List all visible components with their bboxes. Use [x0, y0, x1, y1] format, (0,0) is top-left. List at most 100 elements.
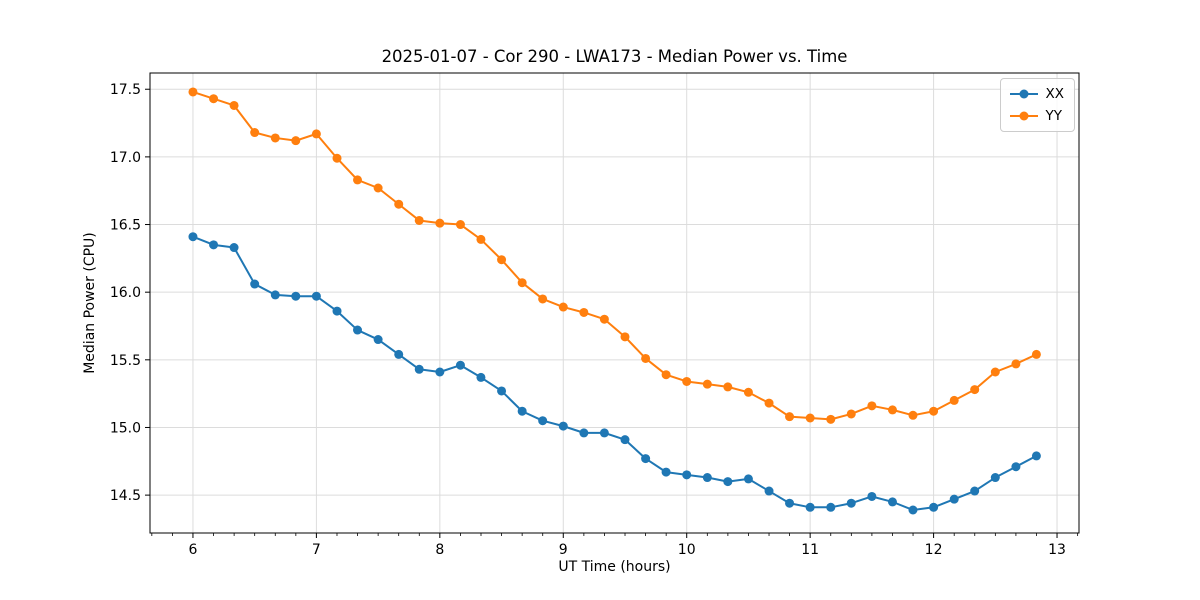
x-tick-label: 12: [925, 542, 943, 558]
data-point-xx: [599, 428, 609, 438]
data-point-yy: [1031, 349, 1041, 359]
legend-label-xx: XX: [1045, 86, 1065, 102]
x-tick-label: 13: [1048, 542, 1066, 558]
y-tick-label: 15.5: [110, 353, 141, 369]
data-point-yy: [517, 278, 527, 288]
x-tick-label: 10: [678, 542, 696, 558]
y-tick-label: 17.5: [110, 82, 141, 98]
data-point-yy: [1011, 359, 1021, 369]
data-point-xx: [661, 467, 671, 477]
data-point-xx: [558, 421, 568, 431]
x-tick-label: 7: [312, 542, 321, 558]
legend: XX YY: [999, 78, 1075, 132]
data-point-yy: [209, 94, 219, 104]
legend-label-yy: YY: [1045, 108, 1063, 124]
data-point-yy: [579, 307, 589, 317]
x-tick-label: 11: [801, 542, 819, 558]
y-tick-label: 15.0: [110, 420, 141, 436]
data-point-xx: [497, 386, 507, 396]
x-tick-label: 9: [559, 542, 568, 558]
data-point-yy: [311, 129, 321, 139]
data-point-yy: [229, 100, 239, 110]
data-point-xx: [867, 491, 877, 501]
data-point-yy: [723, 382, 733, 392]
data-point-yy: [394, 199, 404, 209]
data-point-xx: [929, 502, 939, 512]
y-tick-label: 16.5: [110, 218, 141, 234]
data-point-yy: [270, 133, 280, 143]
data-point-xx: [805, 502, 815, 512]
data-point-xx: [949, 494, 959, 504]
data-point-yy: [188, 87, 198, 97]
x-tick-label: 8: [435, 542, 444, 558]
data-point-yy: [558, 302, 568, 312]
data-point-yy: [373, 183, 383, 193]
data-point-xx: [311, 291, 321, 301]
data-point-xx: [353, 325, 363, 335]
data-point-xx: [414, 364, 424, 374]
data-point-xx: [209, 240, 219, 250]
data-point-yy: [682, 376, 692, 386]
data-point-xx: [291, 291, 301, 301]
data-point-xx: [435, 367, 445, 377]
y-tick-label: 14.5: [110, 488, 141, 504]
data-point-xx: [476, 372, 486, 382]
data-point-xx: [908, 505, 918, 515]
data-point-yy: [250, 128, 260, 138]
data-point-xx: [1011, 462, 1021, 472]
data-point-xx: [990, 473, 1000, 483]
data-point-yy: [949, 395, 959, 405]
data-point-yy: [990, 367, 1000, 377]
data-point-xx: [373, 335, 383, 345]
legend-marker-yy-icon: [1009, 111, 1038, 121]
data-point-xx: [270, 290, 280, 300]
data-point-yy: [908, 410, 918, 420]
data-point-xx: [682, 470, 692, 480]
y-tick-label: 16.0: [110, 285, 141, 301]
data-point-yy: [743, 387, 753, 397]
data-point-yy: [661, 370, 671, 380]
data-point-yy: [785, 412, 795, 422]
data-point-yy: [414, 215, 424, 225]
series-line-xx: [192, 235, 1037, 511]
data-point-xx: [188, 232, 198, 242]
data-point-yy: [970, 385, 980, 395]
data-point-yy: [353, 175, 363, 185]
data-point-xx: [702, 473, 712, 483]
y-tick-label: 17.0: [110, 150, 141, 166]
data-point-yy: [497, 255, 507, 265]
data-point-yy: [702, 379, 712, 389]
data-point-yy: [455, 220, 465, 230]
data-point-xx: [641, 454, 651, 464]
data-point-xx: [579, 428, 589, 438]
series-line-yy: [192, 90, 1037, 421]
data-point-xx: [1031, 451, 1041, 461]
data-point-xx: [887, 497, 897, 507]
data-point-yy: [826, 414, 836, 424]
data-point-yy: [887, 405, 897, 415]
data-point-yy: [620, 332, 630, 342]
data-point-xx: [826, 502, 836, 512]
data-point-xx: [517, 406, 527, 416]
data-point-xx: [723, 477, 733, 487]
data-point-xx: [846, 498, 856, 508]
data-point-xx: [620, 435, 630, 445]
legend-item-yy: YY: [1009, 106, 1065, 126]
data-point-yy: [846, 409, 856, 419]
data-point-xx: [394, 349, 404, 359]
data-point-yy: [538, 294, 548, 304]
data-point-yy: [805, 413, 815, 423]
data-point-yy: [476, 234, 486, 244]
chart-title: 2025-01-07 - Cor 290 - LWA173 - Median P…: [381, 47, 848, 66]
legend-marker-xx-icon: [1009, 89, 1038, 99]
data-point-xx: [538, 416, 548, 426]
data-point-yy: [599, 314, 609, 324]
data-point-yy: [929, 406, 939, 416]
data-point-yy: [435, 218, 445, 228]
data-point-yy: [332, 153, 342, 163]
data-point-xx: [743, 474, 753, 484]
data-point-xx: [250, 279, 260, 289]
data-point-xx: [229, 243, 239, 253]
